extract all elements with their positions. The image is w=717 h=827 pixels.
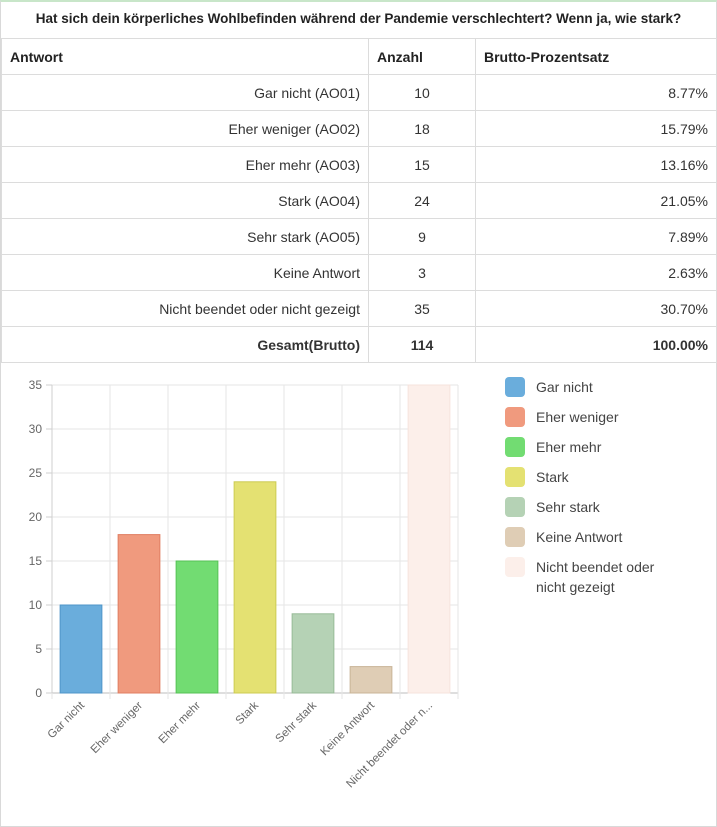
table-row: Keine Antwort 3 2.63%	[1, 254, 717, 291]
total-label-cell: Gesamt(Brutto)	[1, 326, 369, 363]
answer-cell: Eher weniger (AO02)	[1, 110, 369, 147]
table-row: Nicht beendet oder nicht gezeigt 35 30.7…	[1, 290, 717, 327]
count-cell: 24	[368, 182, 476, 219]
legend-label: Gar nicht	[536, 379, 593, 395]
y-tick-label: 15	[29, 554, 43, 568]
bar-4	[233, 481, 277, 694]
y-tick-label: 5	[35, 642, 42, 656]
y-tick-label: 25	[29, 466, 43, 480]
x-tick-label: Keine Antwort	[318, 699, 377, 758]
legend-label: Nicht beendet oder nicht gezeigt	[536, 559, 655, 595]
answer-cell: Gar nicht (AO01)	[1, 74, 369, 111]
answer-cell: Keine Antwort	[1, 254, 369, 291]
percent-cell: 2.63%	[475, 254, 717, 291]
count-cell: 35	[368, 290, 476, 327]
percent-cell: 21.05%	[475, 182, 717, 219]
count-cell: 15	[368, 146, 476, 183]
count-cell: 3	[368, 254, 476, 291]
legend-swatch	[505, 437, 525, 457]
column-header-answer: Antwort	[1, 38, 369, 75]
answer-cell: Stark (AO04)	[1, 182, 369, 219]
bar-6	[349, 666, 393, 694]
table-row: Eher weniger (AO02) 18 15.79%	[1, 110, 717, 147]
answer-cell: Sehr stark (AO05)	[1, 218, 369, 255]
legend-item[interactable]: Eher mehr	[505, 437, 705, 457]
bar-3	[175, 560, 219, 694]
legend-item[interactable]: Eher weniger	[505, 407, 705, 427]
table-row: Eher mehr (AO03) 15 13.16%	[1, 146, 717, 183]
legend-item[interactable]: Nicht beendet oder nicht gezeigt	[505, 557, 705, 597]
table-row: Stark (AO04) 24 21.05%	[1, 182, 717, 219]
table-header-row: Antwort Anzahl Brutto-Prozentsatz	[1, 38, 717, 75]
bar-7	[407, 384, 451, 694]
percent-cell: 13.16%	[475, 146, 717, 183]
legend-label: Eher weniger	[536, 409, 619, 425]
percent-cell: 30.70%	[475, 290, 717, 327]
legend-item[interactable]: Sehr stark	[505, 497, 705, 517]
x-tick-label: Gar nicht	[46, 699, 88, 741]
count-cell: 9	[368, 218, 476, 255]
percent-cell: 7.89%	[475, 218, 717, 255]
legend-label: Stark	[536, 469, 569, 485]
total-count-cell: 114	[368, 326, 476, 363]
x-tick-label: Stark	[234, 699, 262, 727]
bar-chart: 0 5 10 15 20 25 30 35 Gar nicht Eher weniger Eher …	[29, 378, 459, 790]
count-cell: 18	[368, 110, 476, 147]
table-row: Sehr stark (AO05) 9 7.89%	[1, 218, 717, 255]
table-total-row: Gesamt(Brutto) 114 100.00%	[1, 326, 717, 363]
legend-swatch	[505, 557, 525, 577]
count-cell: 10	[368, 74, 476, 111]
legend-item[interactable]: Stark	[505, 467, 705, 487]
percent-cell: 8.77%	[475, 74, 717, 111]
legend-swatch	[505, 527, 525, 547]
column-header-count: Anzahl	[368, 38, 476, 75]
column-header-percent: Brutto-Prozentsatz	[475, 38, 717, 75]
bar-2	[117, 534, 161, 694]
answer-cell: Eher mehr (AO03)	[1, 146, 369, 183]
legend-label: Sehr stark	[536, 499, 600, 515]
bar-5	[291, 613, 335, 694]
legend-swatch	[505, 497, 525, 517]
percent-cell: 15.79%	[475, 110, 717, 147]
question-title: Hat sich dein körperliches Wohlbefinden …	[35, 11, 682, 26]
table-row: Gar nicht (AO01) 10 8.77%	[1, 74, 717, 111]
x-tick-label: Sehr stark	[274, 699, 320, 745]
y-tick-label: 10	[29, 598, 43, 612]
legend-swatch	[505, 377, 525, 397]
y-tick-label: 35	[29, 378, 43, 392]
y-tick-label: 0	[35, 686, 42, 700]
y-tick-label: 20	[29, 510, 43, 524]
results-table: Antwort Anzahl Brutto-Prozentsatz Gar ni…	[1, 38, 717, 363]
y-tick-label: 30	[29, 422, 43, 436]
legend-swatch	[505, 467, 525, 487]
legend-item[interactable]: Gar nicht	[505, 377, 705, 397]
bar-1	[59, 604, 103, 694]
legend-label: Eher mehr	[536, 439, 602, 455]
x-tick-label: Eher mehr	[157, 700, 204, 747]
x-tick-label: Eher weniger	[89, 700, 146, 757]
total-percent-cell: 100.00%	[475, 326, 717, 363]
legend-label: Keine Antwort	[536, 529, 623, 545]
answer-cell: Nicht beendet oder nicht gezeigt	[1, 290, 369, 327]
legend-swatch	[505, 407, 525, 427]
chart-legend: Gar nicht Eher weniger Eher mehr Stark Sehr …	[505, 377, 705, 607]
legend-item[interactable]: Keine Antwort	[505, 527, 705, 547]
